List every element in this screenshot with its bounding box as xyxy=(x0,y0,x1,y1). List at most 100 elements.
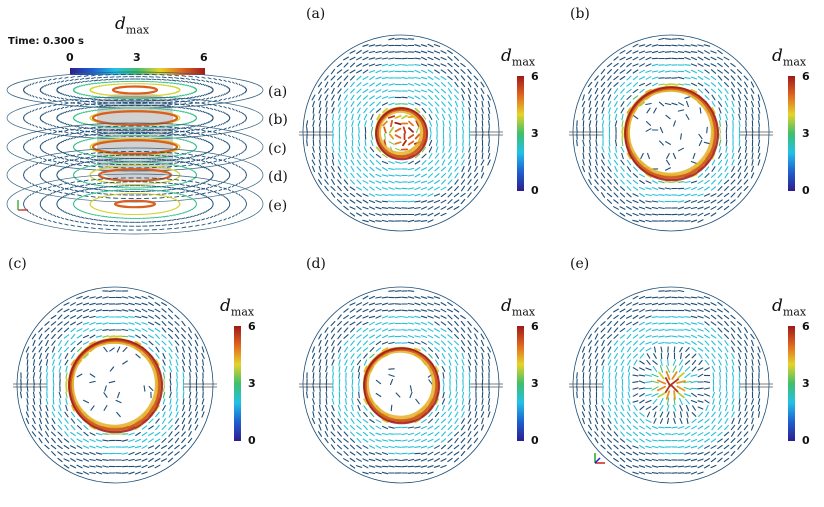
overview-arrow xyxy=(213,163,217,166)
velocity-arrow xyxy=(362,451,369,456)
overview-arrow xyxy=(196,95,200,98)
velocity-arrow xyxy=(169,391,172,399)
velocity-arrow xyxy=(461,107,465,114)
overview-arrow xyxy=(35,190,39,193)
velocity-arrow xyxy=(174,444,180,450)
velocity-arrow xyxy=(487,398,491,405)
overview-arrow xyxy=(58,141,61,145)
overview-arrow xyxy=(98,228,104,230)
overview-arrow xyxy=(226,142,229,145)
overview-arrow xyxy=(227,216,232,220)
velocity-arrow xyxy=(175,404,179,412)
overview-arrow xyxy=(174,74,180,77)
velocity-arrow xyxy=(434,438,440,443)
velocity-arrow xyxy=(19,391,23,399)
velocity-arrow xyxy=(414,57,421,60)
overview-arrow xyxy=(163,215,169,218)
velocity-arrow xyxy=(487,146,491,153)
velocity-arrow xyxy=(454,172,459,179)
velocity-arrow xyxy=(440,328,447,332)
overview-arrow xyxy=(199,110,203,113)
velocity-arrow xyxy=(154,458,161,462)
overview-arrow xyxy=(64,223,69,226)
velocity-arrow xyxy=(613,75,619,81)
velocity-arrow xyxy=(731,353,735,359)
velocity-arrow xyxy=(703,141,711,145)
overview-arrow xyxy=(204,210,208,213)
overview-arrow xyxy=(101,162,107,165)
overview-arrow xyxy=(196,219,201,222)
velocity-arrow xyxy=(195,359,198,366)
velocity-arrow xyxy=(607,68,612,75)
overview-arrow xyxy=(29,193,32,197)
velocity-arrow xyxy=(45,404,49,412)
velocity-arrow xyxy=(188,404,192,412)
velocity-arrow xyxy=(699,107,702,114)
velocity-arrow xyxy=(317,81,323,88)
overview-arrow xyxy=(187,167,191,171)
velocity-arrow xyxy=(356,346,362,353)
velocity-arrow xyxy=(626,159,632,166)
velocity-arrow xyxy=(70,321,76,326)
velocity-arrow xyxy=(614,107,618,114)
velocity-arrow xyxy=(626,62,632,68)
velocity-arrow xyxy=(337,88,342,94)
overview-arrow xyxy=(176,160,181,163)
velocity-arrow xyxy=(468,107,471,114)
velocity-arrow xyxy=(95,471,103,475)
velocity-arrow xyxy=(632,199,639,204)
velocity-arrow xyxy=(725,113,728,121)
velocity-arrow xyxy=(388,290,395,292)
velocity-arrow xyxy=(447,56,453,61)
velocity-arrow xyxy=(331,100,335,108)
velocity-arrow xyxy=(454,81,459,88)
overview-arrow xyxy=(185,100,191,103)
overview-arrow xyxy=(195,224,200,227)
velocity-arrow xyxy=(363,398,368,405)
overview-arrow xyxy=(108,185,114,188)
velocity-arrow xyxy=(448,146,452,153)
velocity-arrow xyxy=(343,327,349,333)
velocity-arrow xyxy=(743,185,749,192)
velocity-arrow xyxy=(433,296,441,299)
overview-arrow xyxy=(181,100,187,103)
velocity-arrow xyxy=(388,200,395,203)
overview-arrow xyxy=(227,126,232,129)
velocity-arrow xyxy=(181,437,186,444)
velocity-arrow xyxy=(717,192,723,198)
velocity-arrow xyxy=(89,425,96,430)
velocity-arrow xyxy=(401,465,408,468)
overview-arrow xyxy=(155,129,161,131)
velocity-arrow xyxy=(174,431,180,437)
velocity-arrow xyxy=(181,327,186,333)
velocity-arrow xyxy=(65,398,68,405)
overview-arrow xyxy=(155,156,161,159)
velocity-arrow xyxy=(684,206,691,210)
velocity-arrow xyxy=(434,179,440,185)
overview-arrow xyxy=(98,74,104,76)
velocity-arrow xyxy=(467,431,472,437)
velocity-arrow xyxy=(626,49,632,55)
velocity-arrow xyxy=(607,353,612,359)
velocity-arrow xyxy=(751,113,754,121)
velocity-arrow xyxy=(102,445,109,449)
overview-arrow xyxy=(166,132,172,135)
overview-arrow xyxy=(105,228,111,231)
overview-arrow xyxy=(70,137,74,140)
velocity-arrow xyxy=(684,64,691,66)
velocity-arrow xyxy=(89,380,96,384)
velocity-arrow xyxy=(730,186,736,191)
velocity-arrow xyxy=(710,69,717,74)
velocity-arrow xyxy=(480,411,485,418)
velocity-arrow xyxy=(358,391,360,399)
overview-arrow xyxy=(176,133,181,136)
velocity-arrow xyxy=(343,458,349,462)
velocity-arrow xyxy=(645,82,652,87)
velocity-arrow xyxy=(750,100,755,108)
velocity-arrow xyxy=(626,179,632,185)
velocity-arrow xyxy=(375,76,382,80)
velocity-arrow xyxy=(427,101,434,107)
overview-arrow xyxy=(207,112,210,115)
velocity-arrow xyxy=(362,193,369,197)
velocity-arrow xyxy=(633,166,638,172)
